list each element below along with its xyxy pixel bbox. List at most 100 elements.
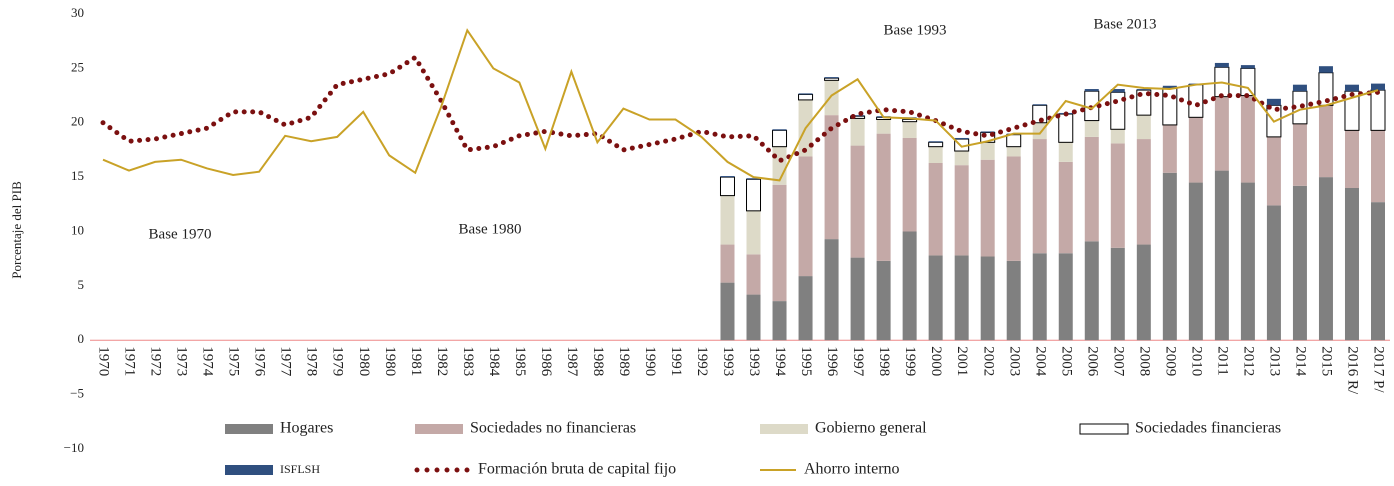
x-tick-label: 2001 (954, 346, 970, 376)
bar (876, 119, 891, 134)
x-tick-label: 2003 (1006, 346, 1022, 376)
bar (1058, 161, 1073, 254)
bar (1058, 253, 1073, 341)
bar (850, 118, 865, 146)
bar (1084, 89, 1099, 92)
legend-swatch (225, 465, 273, 475)
bar (1110, 89, 1125, 93)
bar (1188, 117, 1203, 183)
line (102, 28, 1379, 182)
annotation: Base 1993 (884, 22, 947, 38)
x-tick-label: 1984 (486, 346, 502, 377)
y-tick-label: 5 (78, 277, 85, 292)
x-tick-label: 1990 (642, 346, 658, 376)
bar (1214, 62, 1229, 68)
bar (1214, 96, 1229, 171)
x-tick-label: 2015 (1319, 346, 1335, 376)
bar (798, 93, 813, 95)
x-tick-label: 1989 (616, 346, 632, 376)
legend-swatch (760, 424, 808, 434)
bar (1058, 142, 1073, 162)
bar (1006, 134, 1022, 148)
x-tick-label: 2012 (1240, 346, 1256, 376)
x-tick-label: 1973 (174, 346, 190, 376)
bar (876, 133, 891, 261)
bar (1136, 89, 1151, 91)
bar (1110, 143, 1125, 248)
bar (1188, 182, 1203, 341)
x-tick-label: 2016 R/ (1345, 346, 1361, 395)
x-tick-label: 1980 (382, 346, 398, 376)
legend-label: ISFLSH (280, 462, 320, 476)
bar (1136, 139, 1151, 245)
x-tick-label: 1971 (122, 346, 138, 376)
bar (1266, 205, 1281, 341)
bar (1318, 177, 1333, 341)
x-tick-label: 1998 (876, 346, 892, 376)
bar (1162, 172, 1177, 341)
x-tick-label: 1995 (798, 346, 814, 376)
bar (954, 137, 969, 140)
bar (798, 276, 813, 341)
bar (980, 159, 995, 257)
x-tick-label: 1983 (460, 346, 476, 376)
y-tick-label: 20 (71, 114, 84, 129)
x-tick-label: 2009 (1162, 346, 1178, 376)
bar (1266, 98, 1281, 106)
x-tick-label: 1999 (902, 346, 918, 376)
bar (1084, 120, 1099, 137)
bar (850, 115, 865, 117)
dotted-line (100, 54, 1381, 164)
bar (1058, 113, 1074, 143)
bar (1344, 188, 1359, 341)
x-tick-label: 2014 (1293, 346, 1309, 377)
bar (1344, 130, 1359, 188)
legend-swatch (225, 424, 273, 434)
x-tick-label: 1996 (824, 346, 840, 377)
x-tick-label: 1986 (538, 346, 554, 377)
bar (980, 132, 996, 143)
annotation: Base 1970 (149, 226, 212, 242)
bar (1162, 85, 1177, 88)
x-tick-label: 1993 (720, 346, 736, 376)
bar (954, 151, 969, 166)
bar (980, 256, 995, 341)
x-tick-label: 2006 (1084, 346, 1100, 377)
bar (772, 129, 787, 131)
x-tick-label: 1978 (304, 346, 320, 376)
bar (1370, 89, 1386, 131)
bar (746, 178, 762, 212)
x-tick-label: 1981 (408, 346, 424, 376)
bar (1084, 241, 1099, 341)
bar (1371, 130, 1385, 203)
x-tick-label: 2002 (980, 346, 996, 376)
y-tick-label: 15 (71, 168, 84, 183)
x-tick-label: 2008 (1136, 346, 1152, 376)
bar (928, 141, 944, 148)
x-tick-label: 1974 (200, 346, 216, 377)
x-tick-label: 2005 (1058, 346, 1074, 376)
bar (1292, 84, 1307, 92)
bar (902, 137, 917, 232)
bar (824, 80, 839, 116)
bar (850, 145, 865, 258)
bar (798, 93, 814, 101)
bar (1292, 123, 1307, 186)
bar (720, 282, 735, 341)
bar (1240, 67, 1256, 97)
legend-label: Sociedades financieras (1135, 420, 1281, 437)
bar (719, 176, 735, 197)
bar (772, 184, 787, 302)
legend-label: Hogares (280, 420, 333, 437)
bar (1136, 244, 1151, 341)
x-tick-label: 2010 (1188, 346, 1204, 376)
legend-swatch (1079, 423, 1129, 435)
annotation: Base 2013 (1094, 16, 1157, 32)
x-tick-label: 1975 (226, 346, 242, 376)
bar (1006, 156, 1021, 261)
bar (720, 176, 735, 178)
bar (980, 131, 995, 133)
x-tick-label: 2004 (1032, 346, 1048, 377)
y-tick-label: 25 (71, 59, 84, 74)
x-tick-label: 2013 (1266, 346, 1282, 376)
